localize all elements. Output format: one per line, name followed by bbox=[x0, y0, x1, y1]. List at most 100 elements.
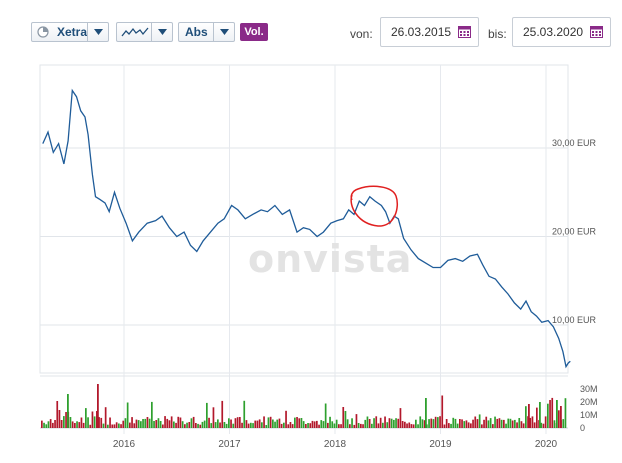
volume-bar bbox=[155, 420, 158, 428]
price-axis: 30,00 EUR 20,00 EUR 10,00 EUR bbox=[552, 138, 597, 325]
volume-bar bbox=[406, 423, 408, 428]
volume-bar bbox=[269, 416, 272, 428]
volume-bar bbox=[544, 416, 547, 428]
volume-bar bbox=[397, 418, 400, 428]
chart-toolbar: Xetra Abs Vol. von: 26.03.2015 bis: 25.0… bbox=[0, 0, 622, 64]
volume-bar bbox=[164, 416, 166, 428]
volume-bar bbox=[353, 424, 356, 428]
calendar-icon[interactable] bbox=[458, 26, 471, 38]
volume-bar bbox=[564, 398, 567, 428]
volume-bar bbox=[417, 424, 419, 428]
volume-bar bbox=[430, 418, 433, 428]
volume-bar bbox=[419, 416, 422, 428]
volume-bar bbox=[181, 421, 184, 428]
volume-bar bbox=[82, 422, 85, 428]
scale-label: Abs bbox=[185, 25, 208, 39]
volume-bar bbox=[489, 418, 492, 428]
volume-bar bbox=[261, 422, 263, 428]
volume-bar bbox=[302, 421, 305, 428]
volume-bar bbox=[371, 423, 373, 428]
volume-bar bbox=[492, 424, 494, 428]
volume-bar bbox=[441, 395, 444, 428]
volume-bar bbox=[494, 416, 496, 428]
volume-bar bbox=[177, 416, 180, 428]
volume-bar bbox=[45, 424, 48, 428]
pie-chart-icon bbox=[37, 26, 49, 38]
volume-bar bbox=[153, 421, 155, 428]
volume-bar bbox=[166, 418, 169, 428]
volume-bar bbox=[549, 400, 551, 428]
volume-bar bbox=[536, 407, 538, 428]
volume-bar bbox=[382, 422, 384, 428]
volume-bar bbox=[140, 421, 142, 428]
volume-bar bbox=[89, 424, 92, 428]
volume-bar bbox=[307, 423, 309, 428]
volume-bar bbox=[225, 423, 228, 428]
volume-bar bbox=[278, 418, 281, 428]
volume-bar bbox=[252, 423, 254, 428]
volume-bar bbox=[516, 422, 518, 428]
volume-tick-label: 0 bbox=[580, 423, 585, 433]
volume-bar bbox=[443, 424, 446, 428]
volume-bar bbox=[327, 422, 329, 428]
volume-bar bbox=[146, 417, 149, 428]
volume-bar bbox=[463, 421, 466, 428]
volume-bar bbox=[518, 418, 521, 428]
volume-bar bbox=[239, 417, 241, 428]
volume-bar bbox=[481, 424, 483, 428]
volume-bar bbox=[415, 419, 417, 428]
volume-bar bbox=[562, 419, 565, 428]
volume-bar bbox=[96, 411, 98, 428]
volume-bar bbox=[97, 384, 99, 428]
volume-bar bbox=[43, 422, 45, 428]
volume-bar bbox=[509, 418, 512, 428]
chevron-down-icon[interactable] bbox=[151, 23, 172, 41]
volume-bar bbox=[503, 419, 505, 428]
chevron-down-icon[interactable] bbox=[87, 23, 108, 41]
volume-bar bbox=[195, 423, 197, 428]
chevron-down-icon[interactable] bbox=[213, 23, 234, 41]
volume-bar bbox=[58, 410, 61, 428]
volume-bar bbox=[179, 417, 182, 428]
calendar-icon[interactable] bbox=[590, 26, 603, 38]
chart-type-select[interactable] bbox=[116, 22, 173, 42]
volume-bar bbox=[47, 421, 50, 428]
volume-bar bbox=[223, 422, 226, 428]
from-date-field[interactable]: 26.03.2015 bbox=[380, 17, 479, 47]
volume-bar bbox=[507, 418, 510, 428]
volume-bar bbox=[452, 417, 455, 428]
volume-bar bbox=[137, 420, 140, 428]
volume-toggle-button[interactable]: Vol. bbox=[240, 23, 268, 41]
volume-bar bbox=[230, 419, 232, 428]
volume-bar bbox=[74, 423, 76, 428]
volume-bar bbox=[280, 423, 283, 428]
scale-select[interactable]: Abs bbox=[178, 22, 235, 42]
exchange-select[interactable]: Xetra bbox=[31, 22, 109, 42]
volume-bar bbox=[203, 420, 206, 428]
volume-bar bbox=[362, 424, 364, 428]
volume-bar bbox=[461, 419, 463, 428]
year-label: 2018 bbox=[324, 439, 347, 450]
volume-bar bbox=[296, 417, 298, 428]
volume-bar bbox=[318, 424, 320, 428]
volume-bar bbox=[151, 401, 153, 428]
volume-bar bbox=[250, 422, 252, 428]
volume-bar bbox=[190, 418, 193, 428]
volume-bar bbox=[423, 420, 426, 428]
volume-bar bbox=[375, 416, 378, 428]
volume-bar bbox=[243, 400, 246, 428]
from-date-value: 26.03.2015 bbox=[391, 25, 452, 39]
volume-bar bbox=[465, 420, 468, 428]
volume-bar bbox=[135, 419, 138, 428]
volume-bar bbox=[558, 410, 560, 428]
volume-bar bbox=[129, 422, 131, 428]
volume-bar bbox=[399, 408, 402, 428]
volume-tick-label: 10M bbox=[580, 410, 598, 420]
volume-bar bbox=[124, 418, 127, 428]
volume-bar bbox=[542, 423, 545, 428]
volume-bar bbox=[294, 417, 296, 428]
volume-tick-label: 30M bbox=[580, 384, 598, 394]
to-date-field[interactable]: 25.03.2020 bbox=[512, 17, 611, 47]
year-label: 2016 bbox=[113, 439, 136, 450]
